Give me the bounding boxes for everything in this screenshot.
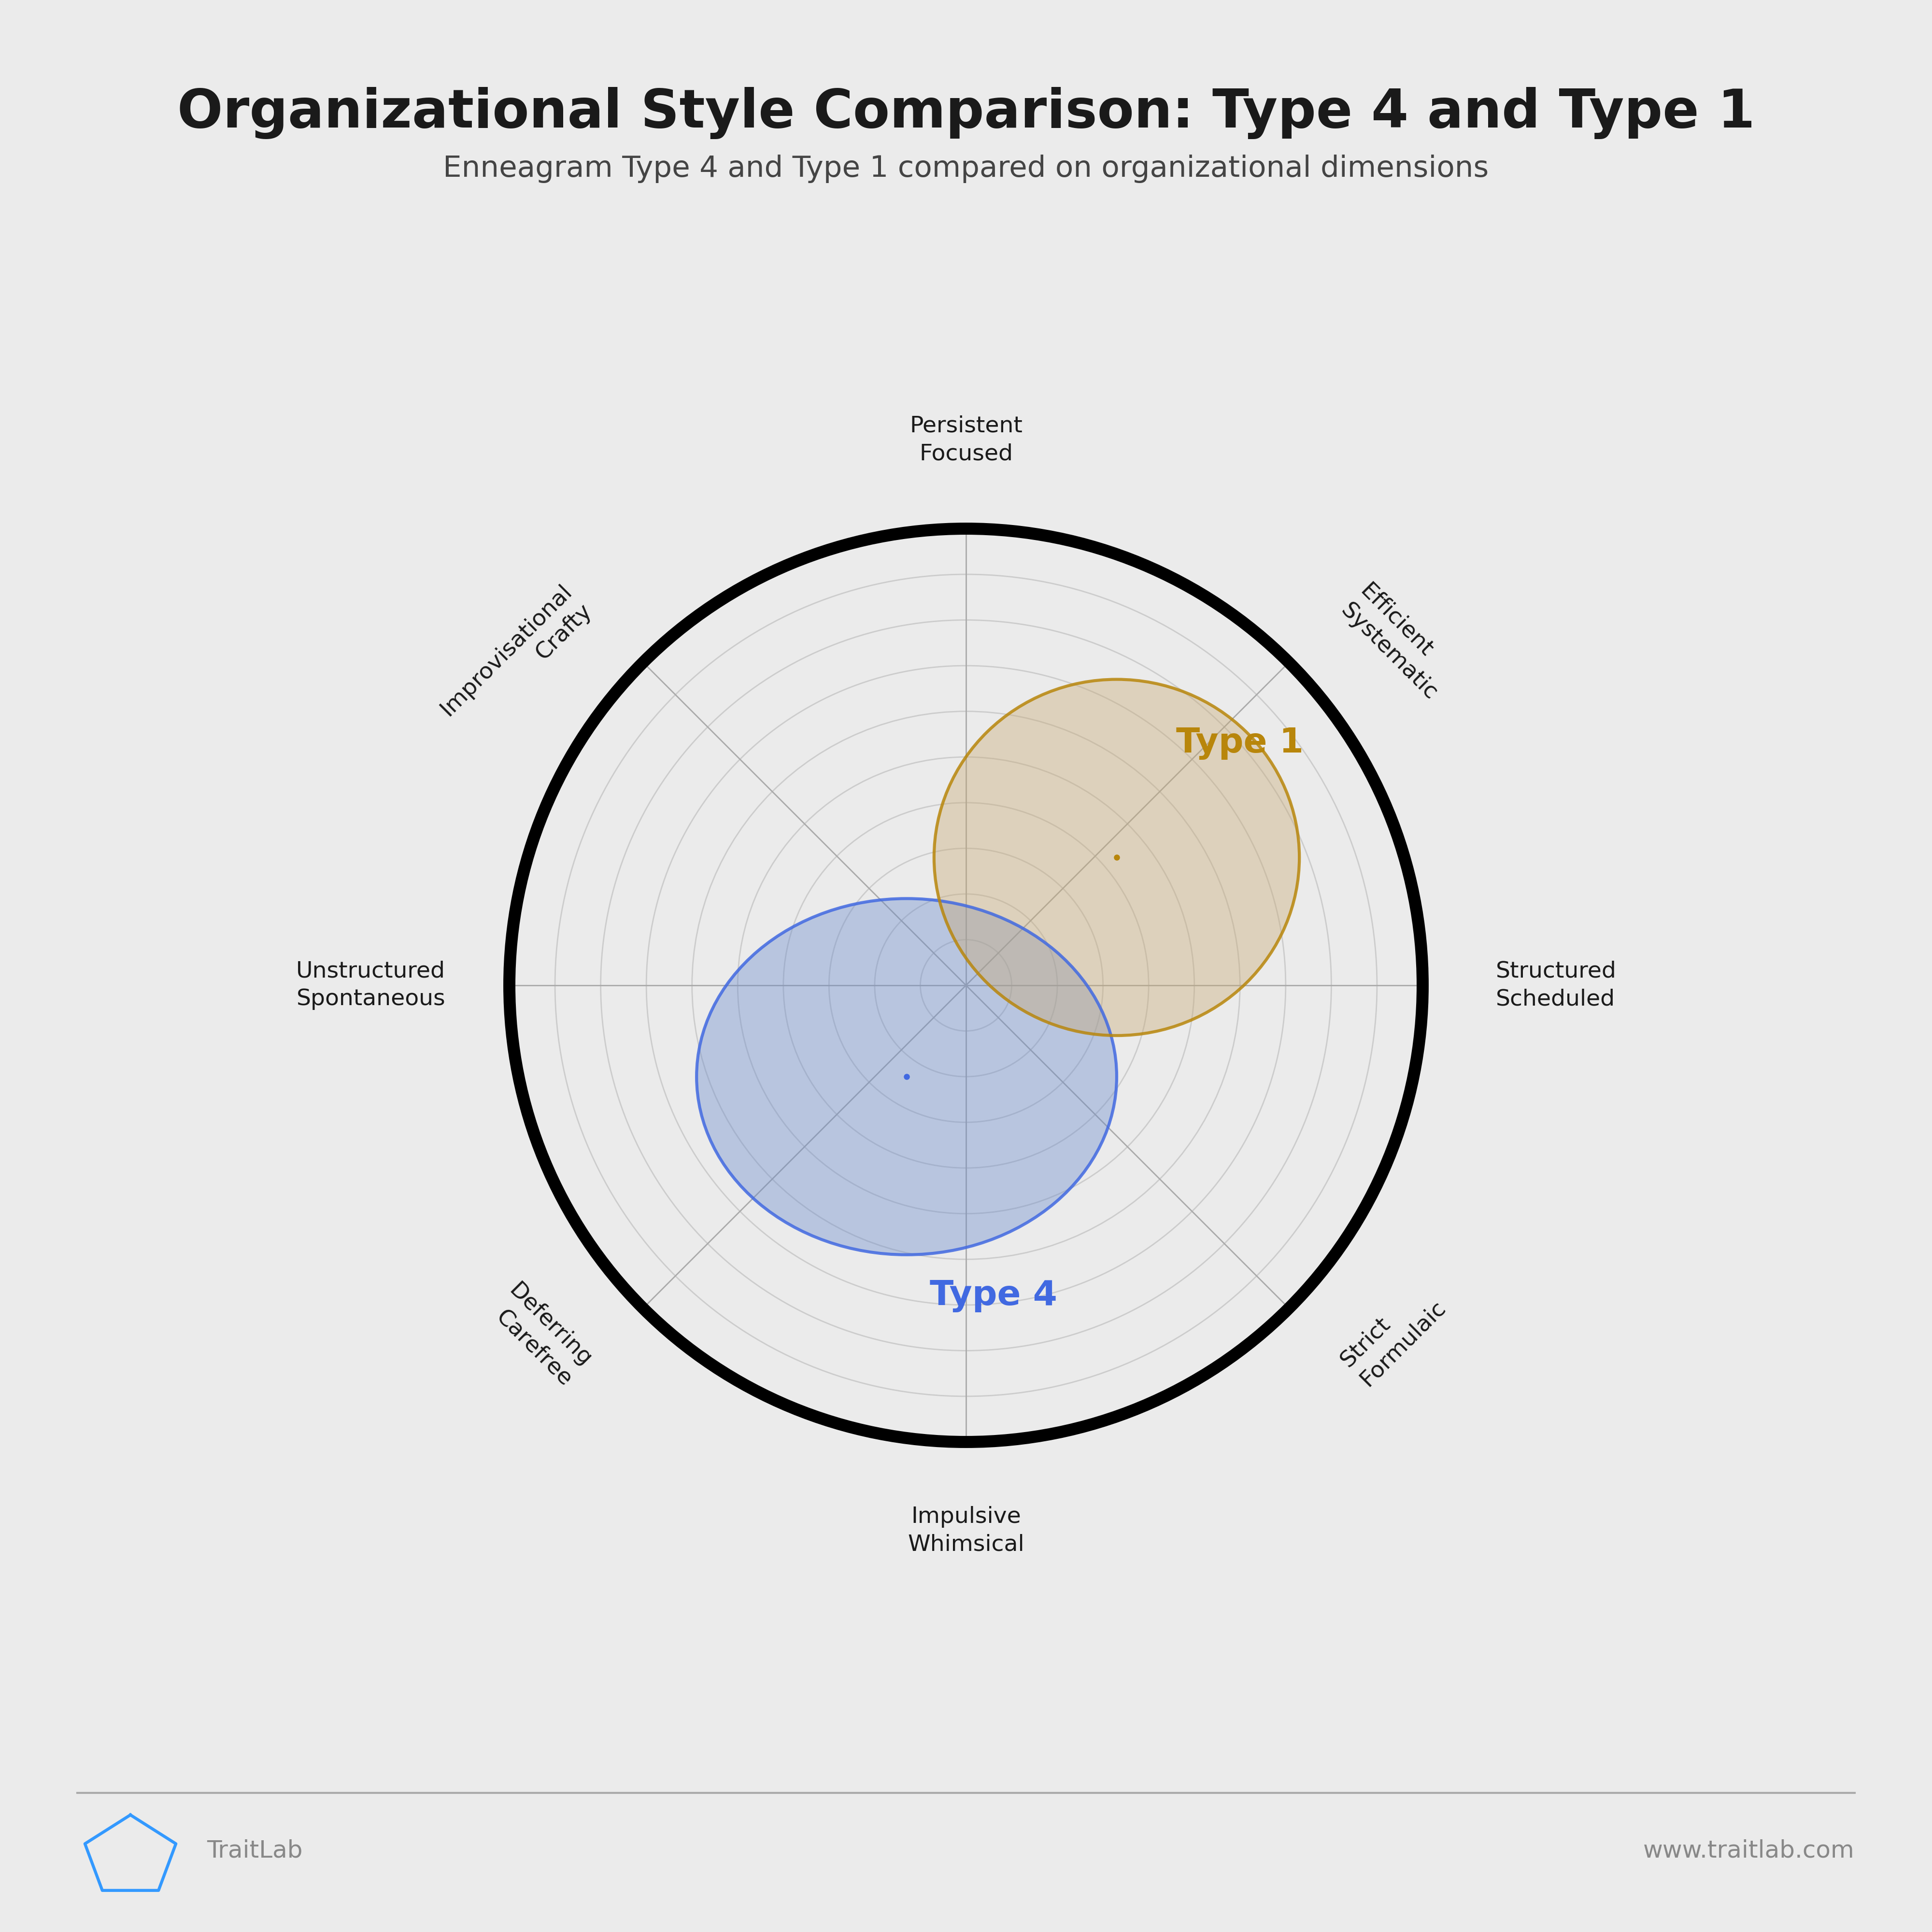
Ellipse shape bbox=[697, 898, 1117, 1254]
Text: Type 4: Type 4 bbox=[929, 1279, 1057, 1312]
Ellipse shape bbox=[933, 680, 1300, 1036]
Text: Improvisational
Crafty: Improvisational Crafty bbox=[437, 580, 595, 740]
Text: Type 1: Type 1 bbox=[1177, 726, 1304, 759]
Text: TraitLab: TraitLab bbox=[207, 1839, 303, 1862]
Text: Organizational Style Comparison: Type 4 and Type 1: Organizational Style Comparison: Type 4 … bbox=[178, 87, 1754, 139]
Text: Enneagram Type 4 and Type 1 compared on organizational dimensions: Enneagram Type 4 and Type 1 compared on … bbox=[442, 155, 1490, 184]
Text: Persistent
Focused: Persistent Focused bbox=[910, 415, 1022, 466]
Text: Deferring
Carefree: Deferring Carefree bbox=[485, 1279, 595, 1391]
Text: www.traitlab.com: www.traitlab.com bbox=[1644, 1839, 1855, 1862]
Text: Strict
Formulaic: Strict Formulaic bbox=[1337, 1277, 1449, 1391]
Text: Unstructured
Spontaneous: Unstructured Spontaneous bbox=[296, 960, 446, 1010]
Text: Structured
Scheduled: Structured Scheduled bbox=[1495, 960, 1617, 1010]
Text: Impulsive
Whimsical: Impulsive Whimsical bbox=[908, 1505, 1024, 1555]
Text: Efficient
Systematic: Efficient Systematic bbox=[1337, 580, 1461, 705]
